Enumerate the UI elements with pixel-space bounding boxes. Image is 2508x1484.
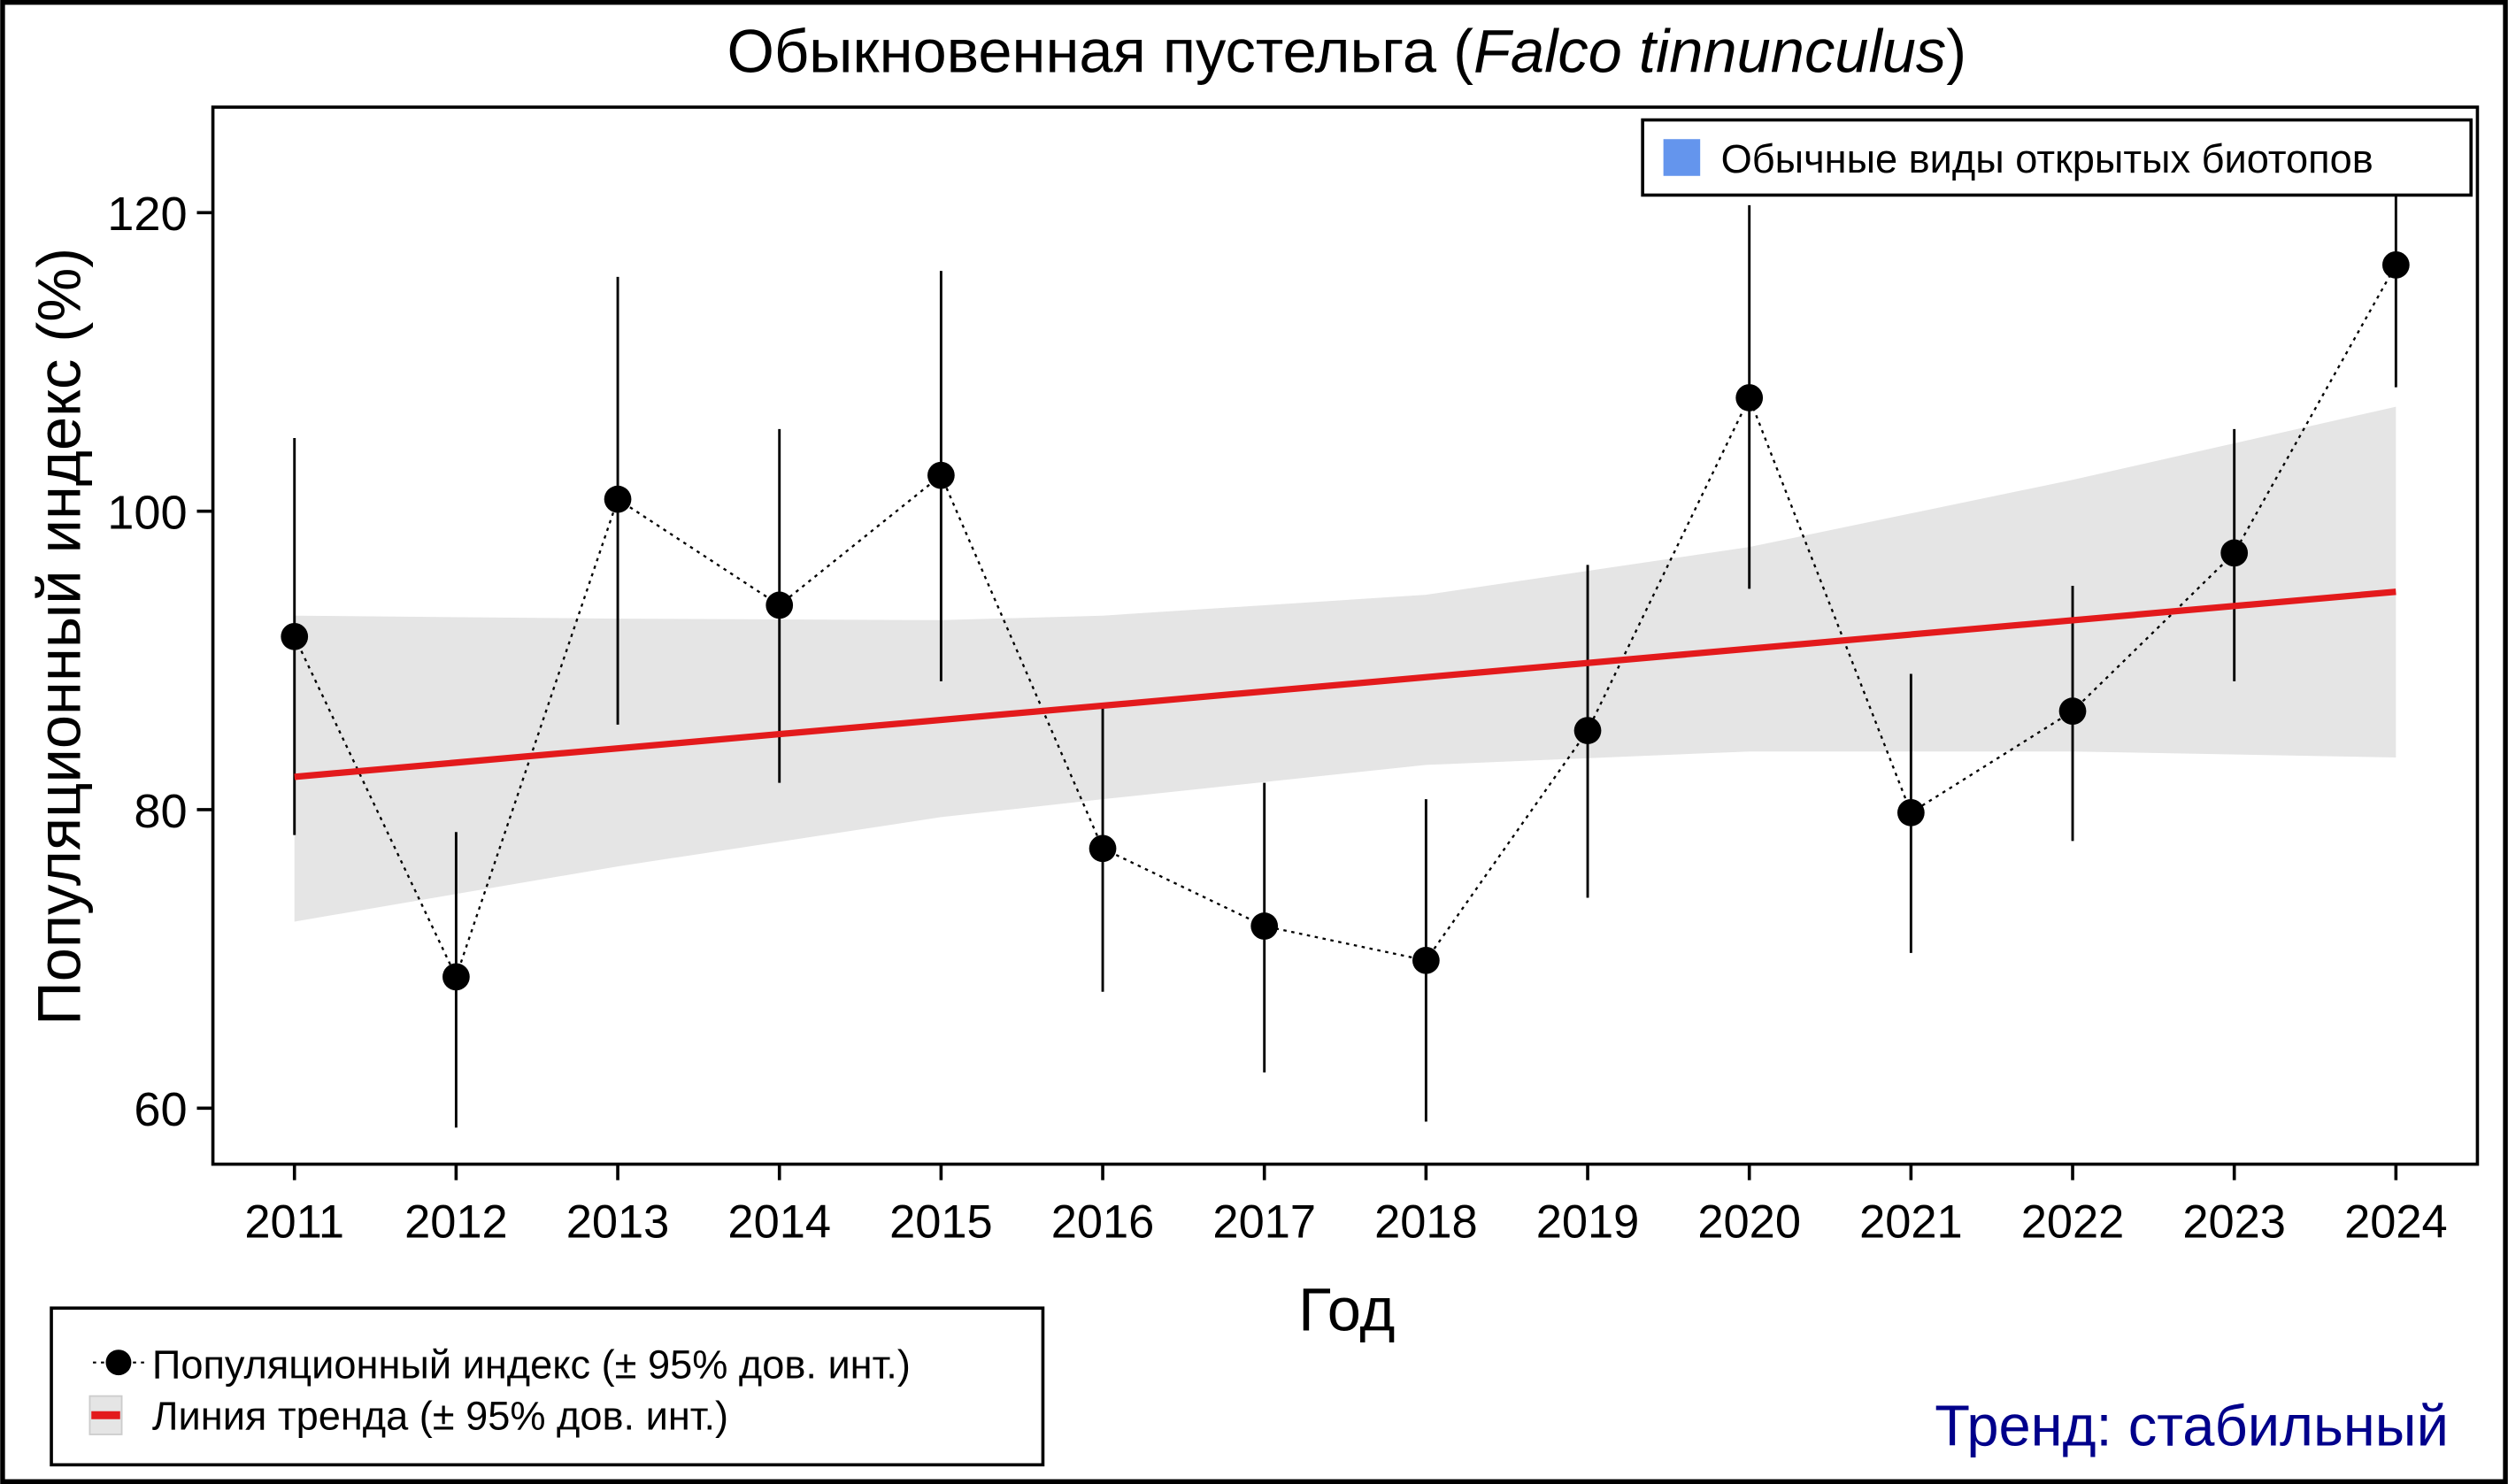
data-point-2020	[1735, 384, 1764, 411]
chart-title: Обыкновенная пустельга (Falco tinnunculu…	[727, 17, 1966, 85]
x-tick-label-2014: 2014	[727, 1197, 831, 1249]
x-tick-label-2023: 2023	[2182, 1197, 2286, 1249]
x-tick-label-2012: 2012	[404, 1197, 508, 1249]
data-point-2017	[1250, 912, 1279, 940]
trend-confidence-band	[294, 406, 2396, 922]
x-axis-label: Год	[1298, 1276, 1395, 1344]
legend-point-marker	[105, 1349, 132, 1376]
x-tick-label-2017: 2017	[1212, 1197, 1316, 1249]
x-tick-label-2011: 2011	[244, 1197, 344, 1249]
x-tick-label-2019: 2019	[1536, 1197, 1640, 1249]
data-point-2016	[1089, 834, 1117, 863]
y-tick-label-120: 120	[107, 188, 187, 241]
x-tick-label-2016: 2016	[1051, 1197, 1155, 1249]
data-point-2024	[2381, 251, 2410, 279]
x-tick-label-2018: 2018	[1374, 1197, 1478, 1249]
x-tick-label-2015: 2015	[889, 1197, 993, 1249]
x-tick-label-2024: 2024	[2344, 1197, 2448, 1249]
data-point-2015	[927, 461, 955, 489]
legend-trend-label: Линия тренда (± 95% дов. инт.)	[152, 1394, 728, 1439]
data-point-2023	[2220, 539, 2249, 567]
data-point-2012	[442, 963, 470, 991]
trend-status-label: Тренд: стабильный	[1935, 1394, 2449, 1458]
data-point-2018	[1412, 946, 1440, 974]
data-point-2022	[2058, 697, 2087, 726]
y-tick-label-60: 60	[134, 1083, 187, 1136]
data-point-2013	[604, 485, 632, 513]
x-tick-label-2020: 2020	[1697, 1197, 1801, 1249]
data-point-2011	[281, 622, 309, 650]
x-tick-label-2013: 2013	[566, 1197, 670, 1249]
y-tick-label-80: 80	[134, 785, 187, 838]
index-connecting-line	[293, 264, 2397, 980]
data-point-2014	[765, 591, 794, 619]
trend-line	[294, 588, 2396, 780]
group-color-swatch	[1663, 139, 1701, 176]
x-tick-label-2021: 2021	[1859, 1197, 1963, 1249]
y-tick-label-100: 100	[107, 487, 187, 540]
data-point-2021	[1897, 798, 1925, 827]
y-axis-label: Популяционный индекс (%)	[26, 248, 94, 1026]
legend-index-label: Популяционный индекс (± 95% дов. инт.)	[152, 1342, 911, 1388]
group-legend: Обычные виды открытых биотопов	[1641, 118, 2473, 197]
series-legend: Популяционный индекс (± 95% дов. инт.) Л…	[50, 1306, 1045, 1467]
plot-area	[211, 105, 2480, 1166]
group-legend-label: Обычные виды открытых биотопов	[1721, 136, 2373, 181]
data-point-2019	[1573, 717, 1602, 744]
x-tick-label-2022: 2022	[2021, 1197, 2125, 1249]
